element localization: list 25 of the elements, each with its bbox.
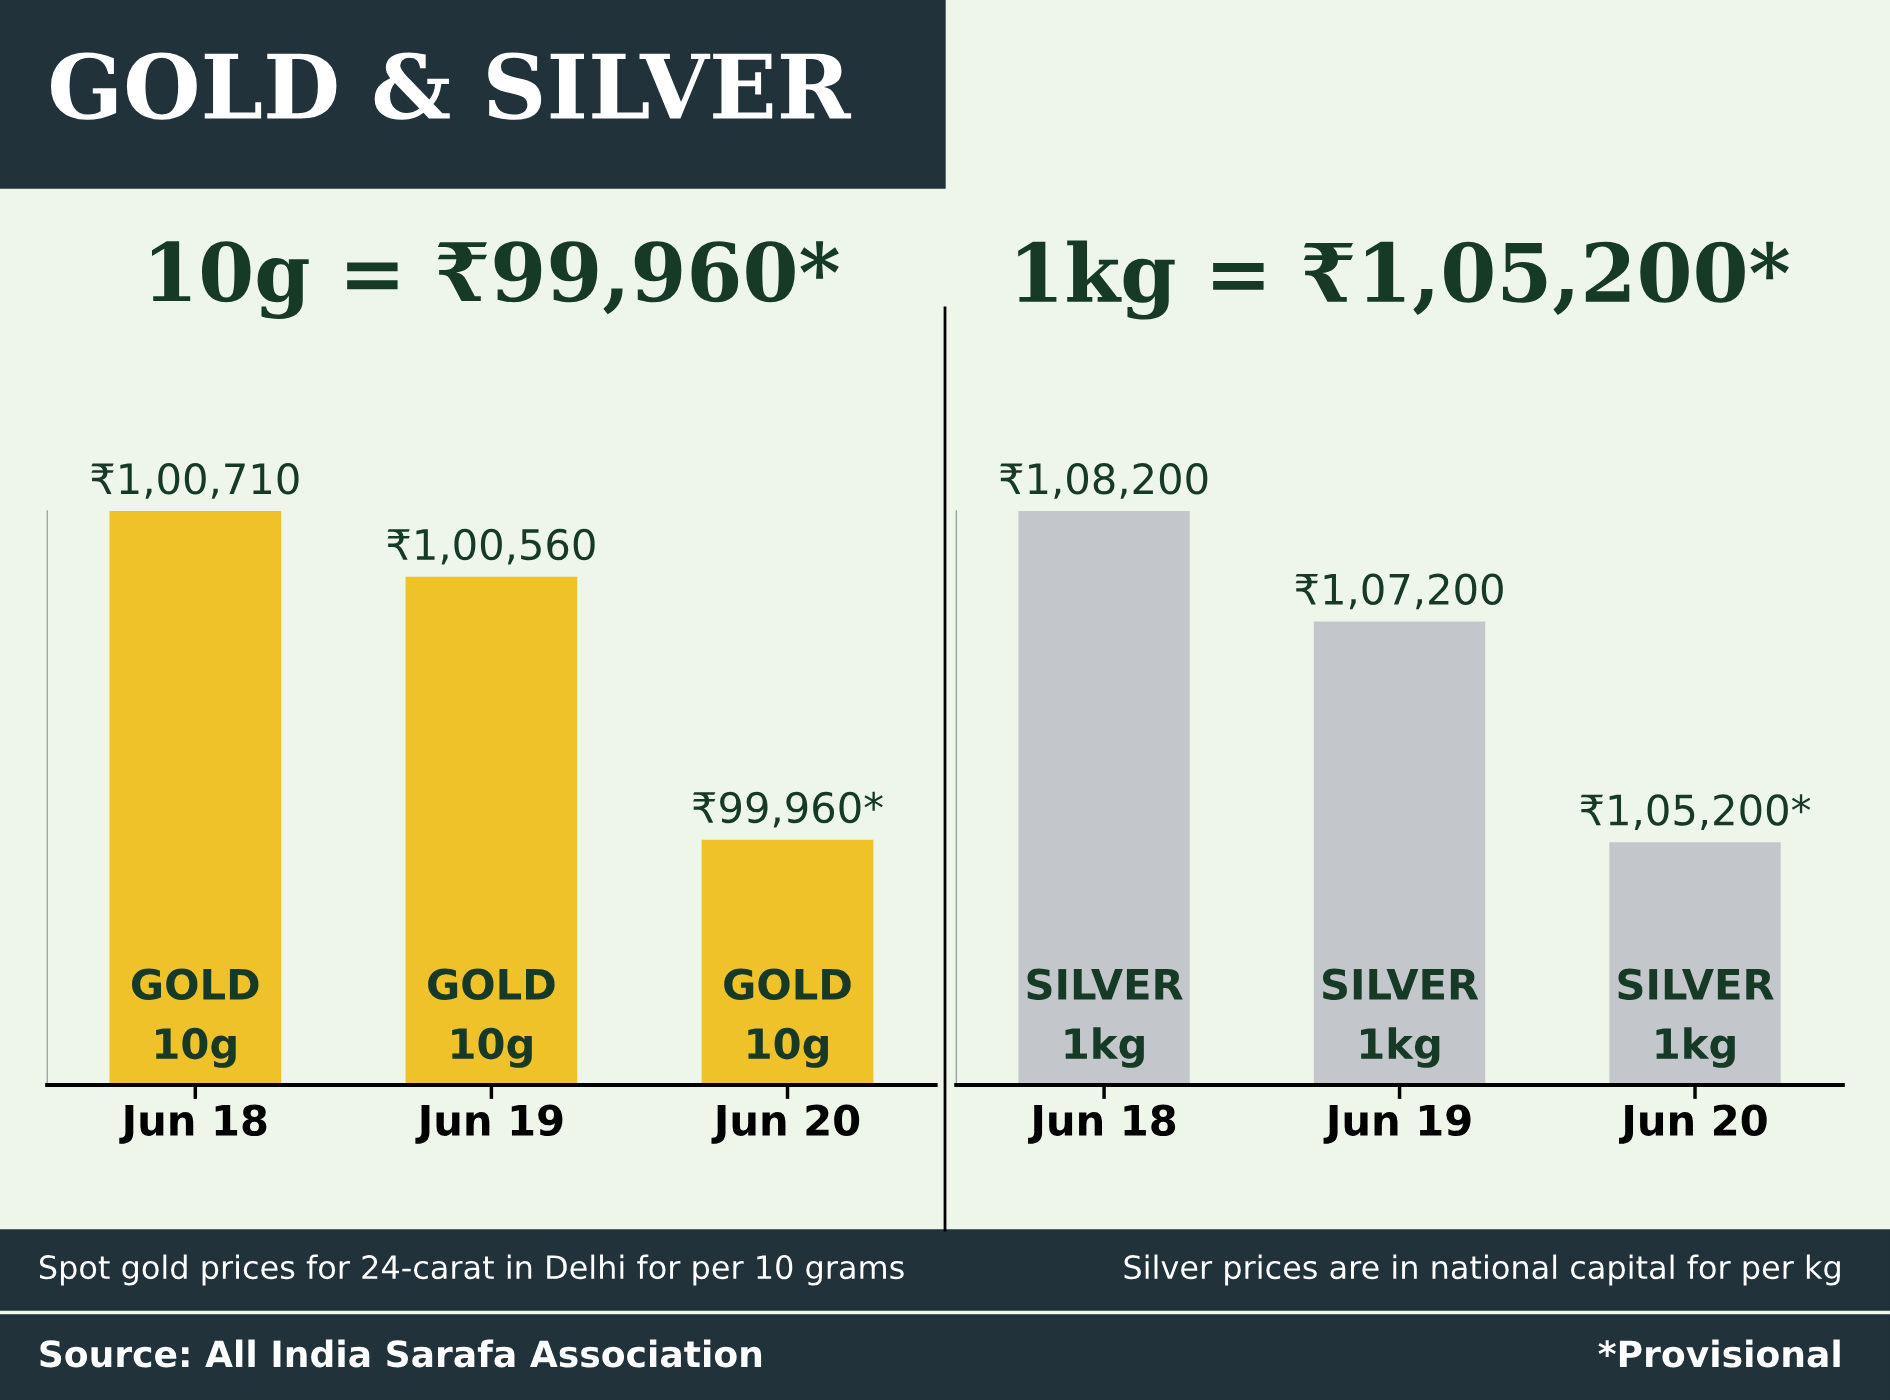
chart-title: GOLD & SILVER: [50, 52, 852, 120]
data-label: ₹99,960*: [693, 791, 883, 828]
annotation: GOLD 10g: [132, 968, 259, 1068]
annotation: SILVER 1kg: [1618, 968, 1774, 1068]
annotation: GOLD 10g: [724, 968, 851, 1068]
text: Spot gold prices for 24-carat in Delhi for per 10 grams: [39, 1254, 904, 1286]
data-label: ₹1,00,710: [91, 463, 299, 499]
x-tick-label: Jun 20: [1619, 1104, 1767, 1144]
text: Silver prices are in national capital for per kg: [1124, 1254, 1840, 1286]
data-label: ₹1,08,200: [1000, 463, 1208, 499]
x-tick-label: Jun 19: [415, 1104, 563, 1144]
text: *Provisional: [1598, 1339, 1840, 1368]
data-label: ₹1,00,560: [387, 528, 595, 565]
chart-subtitle: 10g = ₹99,960*: [151, 241, 839, 319]
source-note: Source: All India Sarafa Association: [40, 1339, 762, 1368]
x-tick-label: Jun 18: [119, 1104, 267, 1144]
data-label: ₹1,07,200: [1295, 573, 1503, 610]
x-tick-label: Jun 20: [711, 1104, 860, 1144]
x-tick-label: Jun 18: [1028, 1104, 1176, 1144]
annotation: SILVER 1kg: [1027, 968, 1183, 1068]
annotation: GOLD 10g: [428, 968, 555, 1068]
data-label: ₹1,05,200*: [1580, 794, 1811, 830]
x-tick-label: Jun 19: [1323, 1104, 1471, 1144]
annotation: SILVER 1kg: [1322, 968, 1479, 1068]
chart-subtitle: 1kg = ₹1,05,200*: [1018, 240, 1789, 320]
